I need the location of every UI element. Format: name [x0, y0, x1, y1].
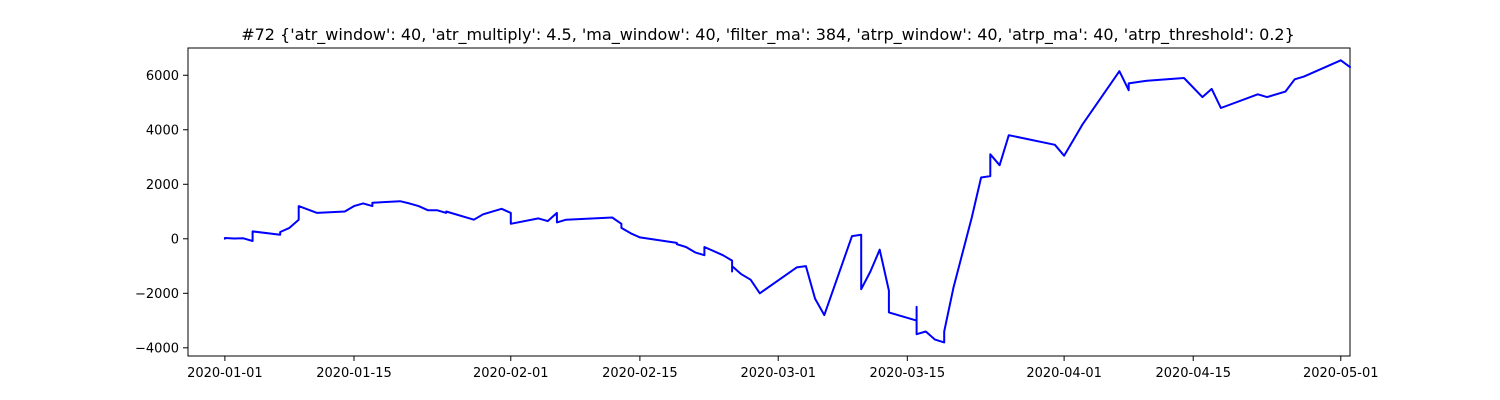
- x-axis: 2020-01-01 2020-01-15 2020-02-01 2020-02-15…: [187, 356, 1379, 381]
- y-tick-label: 4000: [146, 123, 179, 138]
- chart-title: #72 {'atr_window': 40, 'atr_multiply': 4…: [241, 25, 1295, 45]
- y-tick-label: −2000: [135, 287, 179, 302]
- y-tick-label: 0: [171, 232, 179, 247]
- x-tick-label: 2020-04-15: [1155, 366, 1231, 381]
- x-tick-label: 2020-01-15: [316, 366, 392, 381]
- x-tick-label: 2020-04-01: [1026, 366, 1102, 381]
- x-tick-label: 2020-03-15: [870, 366, 946, 381]
- series-layer: [223, 59, 1351, 344]
- series-line: [223, 59, 1351, 344]
- plot-frame: [187, 47, 1351, 357]
- y-tick-label: 2000: [146, 178, 179, 193]
- x-tick-label: 2020-05-01: [1303, 366, 1379, 381]
- y-axis: −4000 −2000 0 2000 4000 6000: [135, 69, 188, 356]
- y-tick-label: 6000: [146, 69, 179, 84]
- x-tick-label: 2020-01-01: [187, 366, 263, 381]
- x-tick-label: 2020-02-01: [473, 366, 549, 381]
- x-tick-label: 2020-03-01: [740, 366, 816, 381]
- y-tick-label: −4000: [135, 341, 179, 356]
- x-tick-label: 2020-02-15: [602, 366, 678, 381]
